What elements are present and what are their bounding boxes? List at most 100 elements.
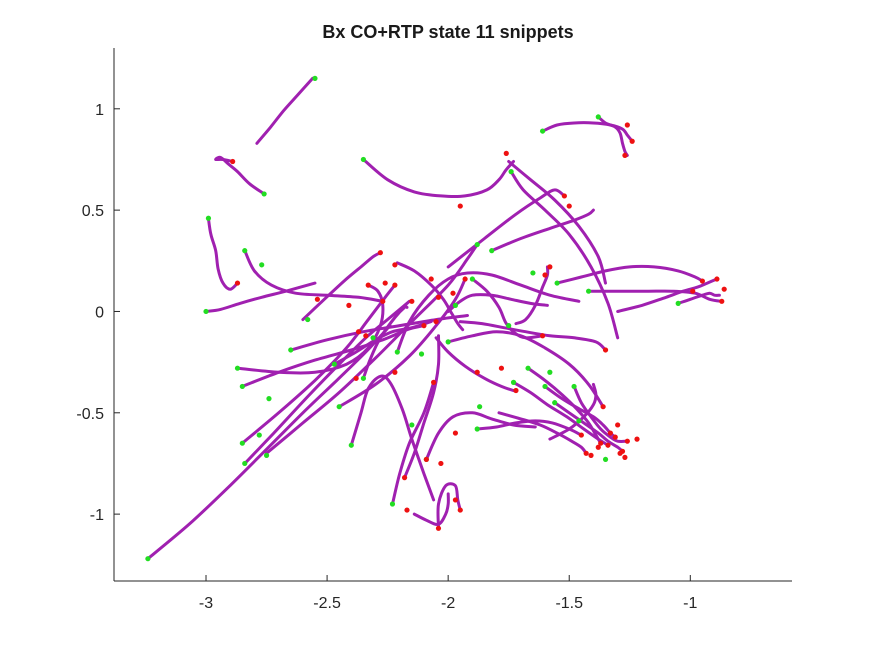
end-point-marker	[431, 379, 437, 385]
start-point-marker	[474, 241, 480, 248]
start-point-marker	[675, 300, 681, 306]
end-point-marker	[365, 282, 371, 288]
end-point-marker	[624, 122, 630, 128]
trajectory-line-10	[240, 283, 397, 445]
end-point-marker	[624, 438, 630, 444]
trajectory-line-17	[361, 305, 409, 380]
end-point-marker	[612, 434, 618, 440]
trajectory-line-1	[255, 76, 315, 145]
trajectory-line-18	[403, 334, 441, 480]
start-point-marker	[602, 456, 609, 463]
start-point-marker	[530, 270, 536, 276]
start-point-marker	[263, 452, 270, 458]
start-point-marker	[242, 248, 248, 254]
start-point-marker	[348, 442, 354, 448]
trajectory-line-43	[395, 261, 465, 332]
end-point-marker	[607, 430, 613, 436]
trajectory-line-37	[512, 380, 610, 447]
start-point-marker	[409, 422, 415, 428]
end-point-marker	[438, 460, 444, 467]
trajectory-line-40	[572, 384, 629, 443]
chart-title: Bx CO+RTP state 11 snippets	[322, 22, 573, 42]
end-point-marker	[404, 507, 410, 513]
start-point-marker	[576, 418, 582, 424]
start-point-marker	[469, 276, 475, 282]
x-tick-label: -1	[683, 595, 697, 612]
trajectory-line-35	[553, 401, 624, 453]
y-tick-label: 0.5	[82, 203, 104, 220]
trajectory-line-47	[507, 160, 607, 285]
trajectory-layer	[146, 76, 724, 561]
trajectory-line-28	[596, 115, 629, 157]
trajectory-line-12	[337, 277, 467, 409]
end-point-marker	[346, 302, 352, 308]
trajectory-line-31	[587, 289, 724, 303]
end-point-marker	[452, 497, 459, 503]
end-point-marker	[435, 525, 442, 531]
end-point-marker	[622, 454, 628, 460]
trajectory-line-4	[206, 216, 239, 291]
end-point-marker	[452, 430, 459, 436]
trajectory-line-6	[361, 158, 515, 199]
end-point-marker	[547, 264, 553, 270]
end-point-marker	[539, 333, 546, 339]
start-point-marker	[239, 440, 245, 446]
trajectory-line-29	[490, 208, 595, 253]
start-point-marker	[288, 347, 294, 353]
end-point-marker	[513, 387, 519, 394]
end-point-marker	[615, 422, 621, 428]
end-point-marker	[314, 296, 320, 302]
start-point-marker	[360, 156, 367, 163]
start-point-marker	[542, 383, 548, 390]
end-point-marker	[353, 375, 359, 381]
start-point-marker	[234, 365, 241, 371]
trajectory-line-11	[243, 299, 411, 465]
trajectory-line-41	[446, 330, 605, 409]
start-point-marker	[256, 432, 262, 438]
end-point-marker	[380, 298, 386, 304]
x-tick-label: -3	[199, 595, 213, 612]
trajectory-line-49	[548, 382, 598, 441]
trajectory-line-27	[541, 121, 634, 143]
end-point-marker	[602, 347, 609, 353]
start-point-marker	[336, 404, 342, 410]
y-tick-label: -0.5	[76, 406, 104, 423]
y-tick-label: 1	[95, 102, 104, 119]
trajectory-line-46	[514, 265, 550, 326]
trajectory-line-45	[458, 320, 607, 352]
start-point-marker	[489, 248, 495, 254]
end-point-marker	[690, 288, 696, 294]
end-point-marker	[435, 294, 442, 300]
trajectory-line-7	[243, 249, 385, 303]
start-point-marker	[595, 114, 601, 120]
end-point-marker	[634, 436, 640, 442]
end-point-marker	[566, 203, 572, 209]
start-point-marker	[418, 351, 425, 357]
end-point-marker	[363, 333, 369, 339]
end-point-marker	[423, 456, 429, 463]
end-point-marker	[409, 298, 415, 304]
end-point-marker	[401, 475, 408, 481]
trajectory-line-42	[470, 277, 545, 340]
end-point-marker	[498, 365, 505, 371]
start-point-marker	[305, 316, 311, 323]
trajectory-line-23	[412, 492, 450, 526]
trajectory-line-32	[616, 277, 719, 313]
end-point-marker	[428, 276, 434, 282]
end-point-marker	[719, 298, 725, 304]
start-point-marker	[203, 308, 209, 315]
x-tick-label: -1.5	[555, 595, 583, 612]
end-point-marker	[503, 150, 509, 156]
trajectory-line-2	[214, 155, 266, 196]
trajectory-line-20	[349, 374, 436, 502]
end-point-marker	[234, 280, 241, 286]
end-point-marker	[583, 450, 589, 456]
end-point-marker	[421, 323, 427, 329]
start-point-marker	[525, 365, 531, 371]
start-point-marker	[452, 302, 459, 308]
start-point-marker	[445, 339, 451, 345]
y-tick-label: 0	[95, 304, 104, 321]
end-point-marker	[433, 318, 439, 325]
start-point-marker	[266, 396, 272, 402]
